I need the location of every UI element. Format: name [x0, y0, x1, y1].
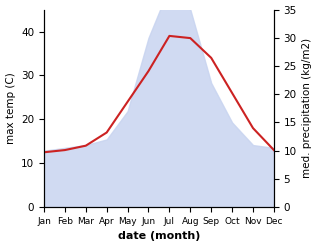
X-axis label: date (month): date (month) — [118, 231, 200, 242]
Y-axis label: med. precipitation (kg/m2): med. precipitation (kg/m2) — [302, 38, 313, 178]
Y-axis label: max temp (C): max temp (C) — [5, 72, 16, 144]
